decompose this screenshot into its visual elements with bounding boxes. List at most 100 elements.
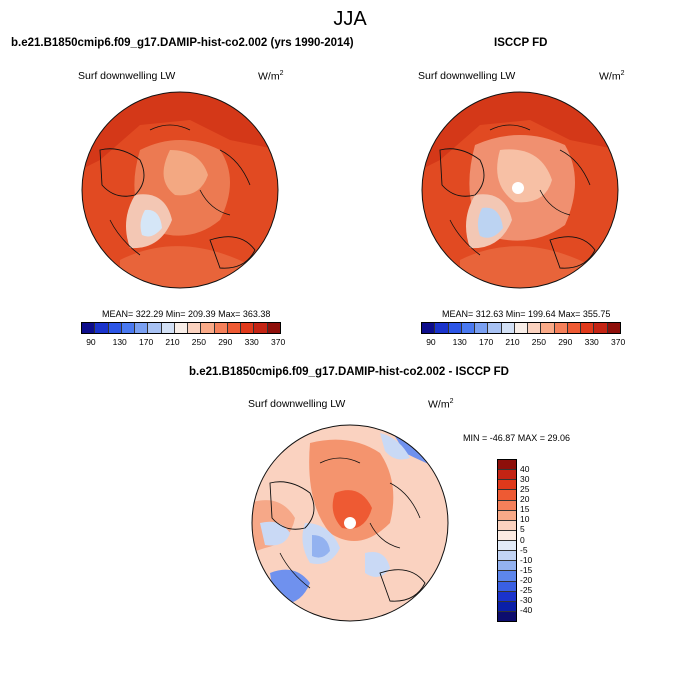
colorbar-swatch (267, 323, 280, 333)
obs-stats: MEAN= 312.63 Min= 199.64 Max= 355.75 (442, 309, 611, 319)
model-polar-map (81, 91, 279, 289)
colorbar-swatch (498, 541, 516, 552)
colorbar-swatch (501, 323, 515, 333)
colorbar-swatch (227, 323, 242, 333)
model-africa-field (120, 246, 250, 288)
diff-cool-ne (380, 433, 410, 460)
colorbar-swatch (498, 530, 516, 541)
model-polar-field (163, 150, 208, 196)
colorbar-tick-label: 25 (520, 484, 530, 495)
colorbar-tick-label: 290 (558, 337, 573, 347)
colorbar-swatch (498, 591, 516, 602)
obs-panel-header: ISCCP FD (494, 37, 548, 49)
model-greenland-core (140, 209, 162, 237)
colorbar-tick-label: 210 (165, 337, 180, 347)
colorbar-swatch (82, 323, 96, 333)
colorbar-tick-label: 0 (520, 534, 525, 545)
colorbar-tick-label: 130 (452, 337, 467, 347)
colorbar-tick-label: 5 (520, 524, 525, 535)
obs-pacific-field (422, 92, 618, 170)
colorbar-swatch (541, 323, 555, 333)
model-panel-header: b.e21.B1850cmip6.f09_g17.DAMIP-hist-co2.… (11, 37, 354, 49)
colorbar-tick-label: 20 (520, 494, 530, 505)
colorbar-swatch (498, 470, 516, 481)
colorbar-tick-label: 330 (584, 337, 599, 347)
model-stats: MEAN= 322.29 Min= 209.39 Max= 363.38 (102, 309, 271, 319)
colorbar-tick-label: 40 (520, 464, 530, 475)
diff-cool-w (260, 521, 290, 546)
colorbar-swatch (498, 571, 516, 582)
colorbar-tick-label: 130 (112, 337, 127, 347)
colorbar-tick-label: -20 (520, 574, 533, 585)
colorbar-swatch (188, 323, 202, 333)
diff-polar-map (251, 424, 449, 622)
diff-polar-hole (344, 517, 356, 529)
colorbar-swatch (498, 510, 516, 521)
colorbar-tick-label: 170 (479, 337, 494, 347)
obs-greenland-core (477, 207, 503, 238)
model-units-label: W/m2 (258, 70, 284, 83)
diff-coastlines (269, 481, 426, 602)
colorbar-swatch (148, 323, 162, 333)
diff-colorbar-labels: 40 30 25 20 15 10 5 0 -5 -10 -15 -20 -25 -30 -40 (520, 459, 560, 620)
diff-variable-label: Surf downwelling LW (248, 398, 346, 410)
colorbar-tick-label: 370 (611, 337, 626, 347)
model-colorbar (81, 322, 281, 334)
colorbar-swatch (461, 323, 476, 333)
diff-stats: MIN = -46.87 MAX = 29.06 (463, 433, 571, 443)
colorbar-swatch (498, 611, 516, 621)
diff-units-label: W/m2 (428, 398, 454, 411)
colorbar-swatch (241, 323, 255, 333)
colorbar-swatch (498, 490, 516, 501)
model-colorbar-labels: 90 130 170 210 250 290 330 370 (81, 337, 285, 347)
model-coastlines (99, 148, 256, 269)
colorbar-swatch (488, 323, 502, 333)
model-pacific-field (82, 92, 278, 170)
colorbar-swatch (254, 323, 268, 333)
colorbar-swatch (498, 581, 516, 592)
colorbar-swatch (174, 323, 189, 333)
colorbar-tick-label: -5 (520, 544, 528, 555)
colorbar-tick-label: 250 (531, 337, 546, 347)
colorbar-tick-label: 10 (520, 514, 530, 525)
colorbar-swatch (135, 323, 149, 333)
obs-units-label: W/m2 (599, 70, 625, 83)
colorbar-tick-label: 170 (139, 337, 154, 347)
obs-polar-field (497, 149, 552, 203)
colorbar-swatch (607, 323, 620, 333)
colorbar-swatch (498, 460, 516, 471)
colorbar-tick-label: -30 (520, 594, 533, 605)
colorbar-tick-label: 330 (244, 337, 259, 347)
colorbar-swatch (201, 323, 215, 333)
colorbar-tick-label: -25 (520, 584, 533, 595)
obs-polar-hole (512, 182, 524, 194)
colorbar-swatch (475, 323, 489, 333)
colorbar-swatch (498, 520, 516, 531)
model-variable-label: Surf downwelling LW (78, 70, 176, 82)
colorbar-tick-label: 370 (271, 337, 286, 347)
colorbar-tick-label: -10 (520, 554, 533, 565)
colorbar-swatch (498, 480, 516, 491)
colorbar-swatch (121, 323, 136, 333)
colorbar-tick-label: -40 (520, 604, 533, 615)
colorbar-tick-label: 30 (520, 474, 530, 485)
diff-panel-header: b.e21.B1850cmip6.f09_g17.DAMIP-hist-co2.… (189, 366, 509, 378)
colorbar-swatch (528, 323, 542, 333)
colorbar-swatch (567, 323, 582, 333)
diff-greenland-core (312, 535, 330, 558)
colorbar-swatch (514, 323, 529, 333)
colorbar-tick-label: 290 (218, 337, 233, 347)
obs-colorbar-labels: 90 130 170 210 250 290 330 370 (421, 337, 625, 347)
obs-polar-map (421, 91, 619, 289)
colorbar-swatch (554, 323, 568, 333)
colorbar-tick-label: 250 (191, 337, 206, 347)
colorbar-swatch (95, 323, 109, 333)
obs-map-border (421, 91, 619, 289)
colorbar-swatch (108, 323, 122, 333)
obs-colorbar (421, 322, 621, 334)
colorbar-swatch (214, 323, 228, 333)
colorbar-tick-label: -15 (520, 564, 533, 575)
colorbar-swatch (498, 561, 516, 572)
diff-warm-core (332, 490, 372, 529)
diff-colorbar (497, 459, 517, 622)
